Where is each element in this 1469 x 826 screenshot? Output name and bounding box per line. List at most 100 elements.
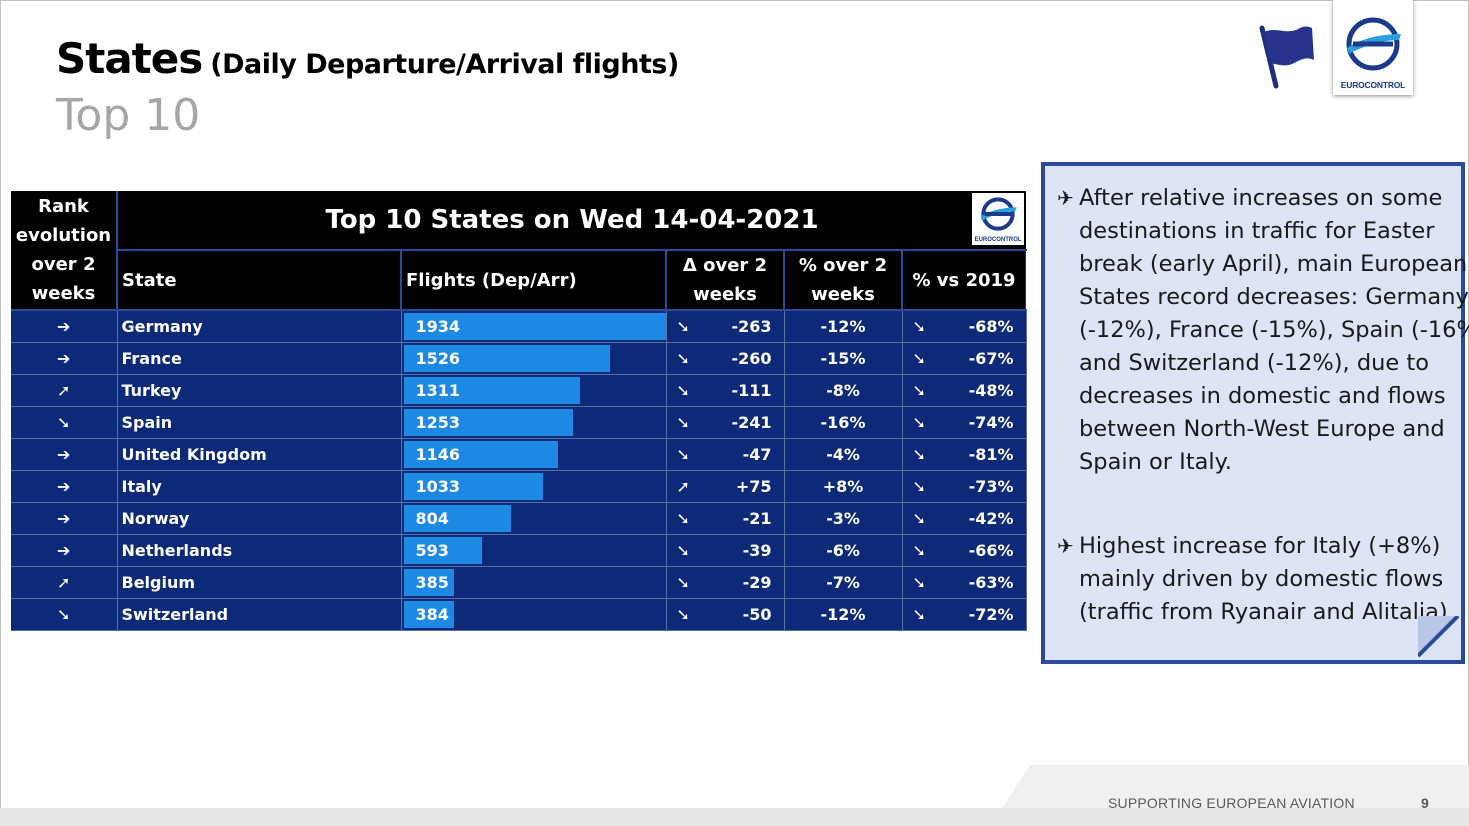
footer-text: SUPPORTING EUROPEAN AVIATION [1108, 795, 1355, 811]
vs2019-value: -73% [936, 470, 1027, 503]
vs2019-down-icon: ➘ [902, 374, 936, 407]
plane-bullet-icon: ✈ [1057, 186, 1074, 210]
flights-bar [403, 505, 512, 532]
pct-2weeks-value: +8% [784, 470, 903, 503]
rank-up-icon: ➚ [11, 374, 118, 407]
pct-2weeks-value: -3% [784, 502, 903, 535]
header-rank: Rank evolution over 2 weeks [11, 191, 118, 311]
delta-down-icon: ➘ [666, 534, 700, 567]
pct-2weeks-value: -16% [784, 406, 903, 439]
rank-same-icon: ➔ [11, 502, 118, 535]
title-sub: (Daily Departure/Arrival flights) [210, 49, 679, 80]
pct-2weeks-value: -6% [784, 534, 903, 567]
pct-2weeks-value: -12% [784, 598, 903, 631]
state-name: Italy [117, 470, 402, 503]
slide-title: States (Daily Departure/Arrival flights) [56, 34, 679, 83]
flights-cell: 1253 [401, 406, 667, 439]
delta-value: -241 [700, 406, 785, 439]
note-folded-corner [1418, 616, 1460, 658]
rank-same-icon: ➔ [11, 310, 118, 343]
table-row: ➔ Norway 804 ➘ -21 -3% ➘ -42% [11, 502, 1027, 535]
delta-down-icon: ➘ [666, 310, 700, 343]
flights-cell: 385 [401, 566, 667, 599]
vs2019-value: -66% [936, 534, 1027, 567]
vs2019-value: -74% [936, 406, 1027, 439]
table-row: ➔ Germany 1934 ➘ -263 -12% ➘ -68% [11, 310, 1027, 343]
table-row: ➘ Switzerland 384 ➘ -50 -12% ➘ -72% [11, 598, 1027, 631]
flights-bar [403, 537, 483, 564]
header-pct-2weeks: % over 2 weeks [784, 250, 903, 311]
vs2019-value: -68% [936, 310, 1027, 343]
table-logo-icon [980, 197, 1017, 231]
page-number: 9 [1421, 795, 1429, 811]
flights-value: 1526 [415, 349, 461, 368]
table-row: ➔ United Kingdom 1146 ➘ -47 -4% ➘ -81% [11, 438, 1027, 471]
flights-cell: 384 [401, 598, 667, 631]
header-delta: Δ over 2 weeks [666, 250, 785, 311]
delta-down-icon: ➘ [666, 342, 700, 375]
flights-bar [403, 345, 610, 372]
delta-value: -263 [700, 310, 785, 343]
vs2019-down-icon: ➘ [902, 598, 936, 631]
header-flights: Flights (Dep/Arr) [401, 250, 667, 311]
flights-bar [403, 313, 666, 340]
delta-value: -47 [700, 438, 785, 471]
table-row: ➔ Italy 1033 ➚ +75 +8% ➘ -73% [11, 470, 1027, 503]
delta-value: -111 [700, 374, 785, 407]
rank-same-icon: ➔ [11, 342, 118, 375]
vs2019-down-icon: ➘ [902, 470, 936, 503]
flights-value: 1146 [415, 445, 461, 464]
delta-value: +75 [700, 470, 785, 503]
flights-bar [403, 601, 454, 628]
rank-same-icon: ➔ [11, 438, 118, 471]
vs2019-down-icon: ➘ [902, 310, 936, 343]
vs2019-down-icon: ➘ [902, 438, 936, 471]
flights-bar [403, 473, 543, 500]
vs2019-value: -72% [936, 598, 1027, 631]
state-name: Norway [117, 502, 402, 535]
vs2019-down-icon: ➘ [902, 502, 936, 535]
flights-value: 385 [415, 573, 449, 592]
delta-down-icon: ➘ [666, 598, 700, 631]
commentary-text-2: Highest increase for Italy (+8%) mainly … [1079, 533, 1455, 625]
vs2019-down-icon: ➘ [902, 566, 936, 599]
table-logo-label: EUROCONTROL [974, 237, 1022, 243]
commentary-box: ✈ After relative increases on some destin… [1041, 162, 1469, 664]
state-name: Germany [117, 310, 402, 343]
flights-bar [403, 569, 455, 596]
vs2019-value: -81% [936, 438, 1027, 471]
state-name: Spain [117, 406, 402, 439]
delta-down-icon: ➘ [666, 502, 700, 535]
eurocontrol-logo-label: EUROCONTROL [1340, 80, 1406, 90]
vs2019-down-icon: ➘ [902, 342, 936, 375]
delta-up-icon: ➚ [666, 470, 700, 503]
table-row: ➚ Turkey 1311 ➘ -111 -8% ➘ -48% [11, 374, 1027, 407]
rank-up-icon: ➚ [11, 566, 118, 599]
commentary-paragraph-1: ✈ After relative increases on some destin… [1045, 182, 1469, 479]
footer-band [0, 808, 1469, 826]
eurocontrol-logo: EUROCONTROL [1333, 0, 1413, 95]
rank-down-icon: ➘ [11, 406, 118, 439]
delta-down-icon: ➘ [666, 406, 700, 439]
pct-2weeks-value: -15% [784, 342, 903, 375]
flights-cell: 1146 [401, 438, 667, 471]
flights-value: 1934 [415, 317, 461, 336]
flights-cell: 1033 [401, 470, 667, 503]
delta-down-icon: ➘ [666, 374, 700, 407]
flights-cell: 1934 [401, 310, 667, 343]
delta-value: -29 [700, 566, 785, 599]
delta-value: -21 [700, 502, 785, 535]
plane-bullet-icon: ✈ [1057, 534, 1074, 558]
vs2019-down-icon: ➘ [902, 406, 936, 439]
delta-down-icon: ➘ [666, 566, 700, 599]
flights-bar [403, 377, 581, 404]
delta-value: -39 [700, 534, 785, 567]
flights-bar [403, 409, 573, 436]
vs2019-value: -42% [936, 502, 1027, 535]
flights-value: 384 [415, 605, 449, 624]
flag-icon [1259, 25, 1314, 89]
state-name: United Kingdom [117, 438, 402, 471]
table-row: ➔ Netherlands 593 ➘ -39 -6% ➘ -66% [11, 534, 1027, 567]
state-name: Switzerland [117, 598, 402, 631]
state-name: Turkey [117, 374, 402, 407]
